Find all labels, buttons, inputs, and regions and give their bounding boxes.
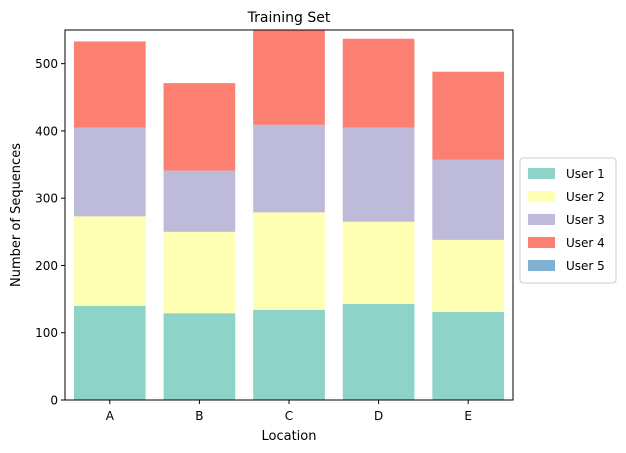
legend: User 1 User 2 User 3 User 4 User 5 (519, 157, 617, 284)
legend-swatch (528, 260, 555, 271)
bar-A-series-3 (73, 127, 146, 217)
x-axis-ticks: A B C D E (106, 400, 472, 423)
x-tick-label: A (106, 409, 115, 423)
bar-B-series-3 (163, 170, 236, 232)
bars-group (73, 30, 505, 400)
y-tick-label: 0 (50, 394, 58, 408)
bar-E-series-1 (432, 311, 505, 400)
bar-E-series-2 (432, 239, 505, 312)
chart-title: Training Set (247, 10, 331, 26)
legend-swatch (528, 168, 555, 179)
bar-D-series-3 (342, 127, 415, 222)
bar-C-series-3 (253, 124, 325, 213)
bar-B-series-1 (163, 313, 236, 400)
bar-B-series-4 (163, 83, 236, 171)
x-tick-label: B (195, 409, 203, 423)
bar-D-series-4 (342, 38, 415, 128)
legend-swatch (528, 237, 555, 248)
bar-E-series-3 (432, 159, 505, 240)
legend-label: User 1 (566, 167, 605, 181)
legend-label: User 3 (566, 213, 605, 227)
x-tick-label: C (285, 409, 293, 423)
y-tick-label: 300 (35, 192, 58, 206)
x-axis-label: Location (262, 429, 317, 444)
y-axis-ticks: 0 100 200 300 400 500 (35, 57, 65, 408)
y-tick-label: 500 (35, 57, 58, 71)
bar-E-series-4 (432, 71, 505, 160)
legend-label: User 2 (566, 190, 605, 204)
y-axis-label: Number of Sequences (9, 143, 24, 287)
x-tick-label: D (374, 409, 383, 423)
bar-D-series-2 (342, 221, 415, 304)
legend-swatch (528, 214, 555, 225)
bar-A-series-2 (73, 216, 146, 306)
bar-A-series-1 (73, 305, 146, 400)
legend-label: User 5 (566, 259, 605, 273)
bar-C-series-1 (253, 309, 325, 400)
x-tick-label: E (464, 409, 472, 423)
legend-frame (519, 157, 617, 284)
bar-C-series-4 (253, 30, 325, 125)
y-tick-label: 400 (35, 124, 58, 138)
y-tick-label: 200 (35, 259, 58, 273)
bar-D-series-1 (342, 303, 415, 400)
legend-label: User 4 (566, 236, 605, 250)
bar-B-series-2 (163, 231, 236, 314)
bar-C-series-2 (253, 212, 325, 310)
y-tick-label: 100 (35, 326, 58, 340)
bar-A-series-4 (73, 41, 146, 128)
legend-swatch (528, 191, 555, 202)
